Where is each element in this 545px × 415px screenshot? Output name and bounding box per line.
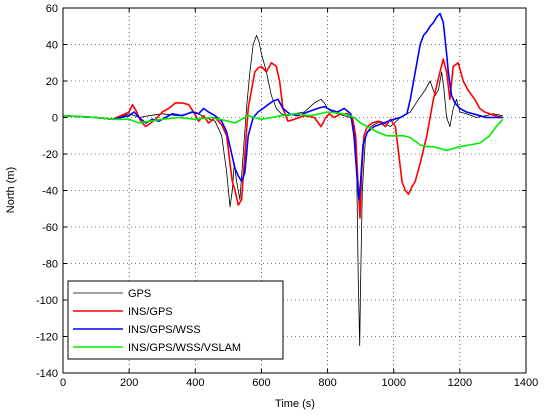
x-tick-label: 0 xyxy=(60,377,66,389)
y-tick-labels: -140 -120 -100 -80 -60 -40 -20 0 20 40 60 xyxy=(36,3,58,380)
x-tick-label: 1200 xyxy=(448,377,472,389)
legend-label: INS/GPS/WSS xyxy=(128,324,201,336)
series-line-1 xyxy=(62,58,503,219)
x-tick-label: 1000 xyxy=(381,377,405,389)
y-tick-label: 60 xyxy=(46,3,58,15)
legend-label: INS/GPS/WSS/VSLAM xyxy=(128,342,241,354)
series-line-2 xyxy=(62,12,503,201)
y-tick-label: 0 xyxy=(52,113,58,125)
series-line-3 xyxy=(62,111,504,152)
y-tick-label: -140 xyxy=(36,368,58,380)
legend: GPS INS/GPS INS/GPS/WSS INS/GPS/WSS/VSLAM xyxy=(67,280,284,360)
legend-label: INS/GPS xyxy=(128,306,173,318)
y-axis-label: North (m) xyxy=(5,167,17,213)
tick-marks xyxy=(62,7,527,374)
x-tick-label: 400 xyxy=(186,377,204,389)
y-tick-label: -60 xyxy=(42,222,58,234)
y-tick-label: -100 xyxy=(36,295,58,307)
y-tick-label: -20 xyxy=(42,149,58,161)
x-axis-label: Time (s) xyxy=(275,398,315,410)
x-tick-label: 800 xyxy=(318,377,336,389)
legend-box xyxy=(67,280,284,360)
y-tick-label: -120 xyxy=(36,332,58,344)
x-tick-label: 1400 xyxy=(514,377,538,389)
y-tick-label: 40 xyxy=(46,40,58,52)
legend-label: GPS xyxy=(128,288,151,300)
x-tick-label: 200 xyxy=(120,377,138,389)
x-tick-labels: 0 200 400 600 800 1000 1200 1400 xyxy=(60,377,538,389)
y-tick-label: 20 xyxy=(46,76,58,88)
y-tick-label: -80 xyxy=(42,259,58,271)
series-line-0 xyxy=(62,35,503,347)
series-layer xyxy=(62,12,504,347)
x-tick-label: 600 xyxy=(252,377,270,389)
y-tick-label: -40 xyxy=(42,186,58,198)
